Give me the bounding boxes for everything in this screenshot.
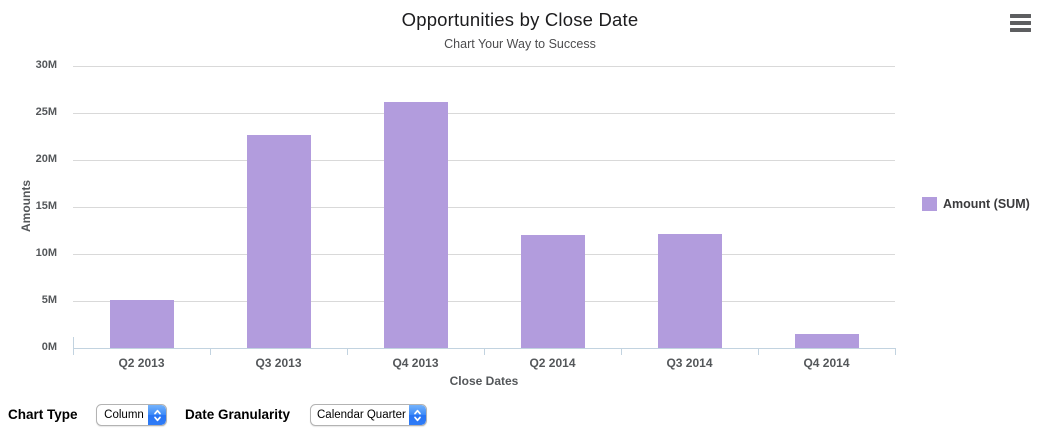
hamburger-bar — [1010, 14, 1031, 18]
gridline — [73, 301, 895, 302]
x-tick-label: Q4 2014 — [803, 356, 850, 370]
y-tick-label: 30M — [35, 59, 57, 71]
y-tick-label: 20M — [35, 153, 57, 165]
x-axis-labels: Q2 2013 Q3 2013 Q4 2013 Q2 2014 Q3 2014 Q4 20… — [0, 356, 1040, 370]
x-tick-label: Q4 2013 — [392, 356, 439, 370]
y-tick-label: 5M — [41, 294, 57, 306]
legend-item-amount-sum[interactable]: Amount (SUM) — [922, 197, 1030, 211]
legend-label: Amount (SUM) — [943, 197, 1030, 211]
bar-q3-2014[interactable] — [657, 234, 722, 348]
page-title: Opportunities by Close Date — [401, 9, 639, 30]
x-axis-tick — [758, 348, 759, 355]
x-axis-tick — [484, 348, 485, 355]
chart-type-label: Chart Type — [8, 407, 78, 422]
date-granularity-select[interactable]: Calendar Quarter — [310, 404, 427, 426]
gridline — [73, 113, 895, 114]
bar-q3-2013[interactable] — [246, 134, 311, 348]
x-tick-label: Q3 2014 — [666, 356, 713, 370]
gridline — [73, 254, 895, 255]
gridline — [73, 207, 895, 208]
legend-swatch — [922, 197, 937, 211]
y-tick-label: 10M — [35, 247, 57, 259]
y-axis-labels: 0M 5M 10M 15M 20M 25M 30M — [0, 59, 57, 353]
y-tick-label: 25M — [35, 106, 57, 118]
y-axis-stub — [73, 337, 74, 348]
x-tick-label: Q2 2014 — [529, 356, 576, 370]
hamburger-bar — [1010, 21, 1031, 25]
up-down-chevrons-icon — [408, 405, 426, 425]
x-tick-label: Q2 2013 — [118, 356, 165, 370]
chart-type-select[interactable]: Column — [96, 404, 167, 426]
x-axis-tick — [895, 348, 896, 355]
x-axis-tick — [347, 348, 348, 355]
x-axis-tick — [73, 348, 74, 355]
gridline — [73, 66, 895, 67]
x-axis-title: Close Dates — [449, 374, 519, 388]
x-tick-label: Q3 2013 — [255, 356, 302, 370]
hamburger-icon[interactable] — [1010, 14, 1031, 32]
y-tick-label: 0M — [41, 341, 57, 353]
date-granularity-selected-value: Calendar Quarter — [317, 408, 406, 421]
hamburger-bar — [1010, 28, 1031, 32]
x-axis-tick — [621, 348, 622, 355]
bar-q4-2013[interactable] — [383, 101, 448, 348]
bar-q4-2014[interactable] — [794, 333, 859, 348]
plot-area — [73, 66, 896, 355]
date-granularity-label: Date Granularity — [185, 407, 291, 422]
chart-type-selected-value: Column — [104, 408, 144, 421]
up-down-chevrons-icon — [148, 405, 166, 425]
x-axis-tick — [210, 348, 211, 355]
page-subtitle: Chart Your Way to Success — [444, 37, 596, 51]
bar-q2-2013[interactable] — [109, 300, 174, 348]
bar-q2-2014[interactable] — [520, 235, 585, 348]
y-tick-label: 15M — [35, 200, 57, 212]
gridline — [73, 160, 895, 161]
